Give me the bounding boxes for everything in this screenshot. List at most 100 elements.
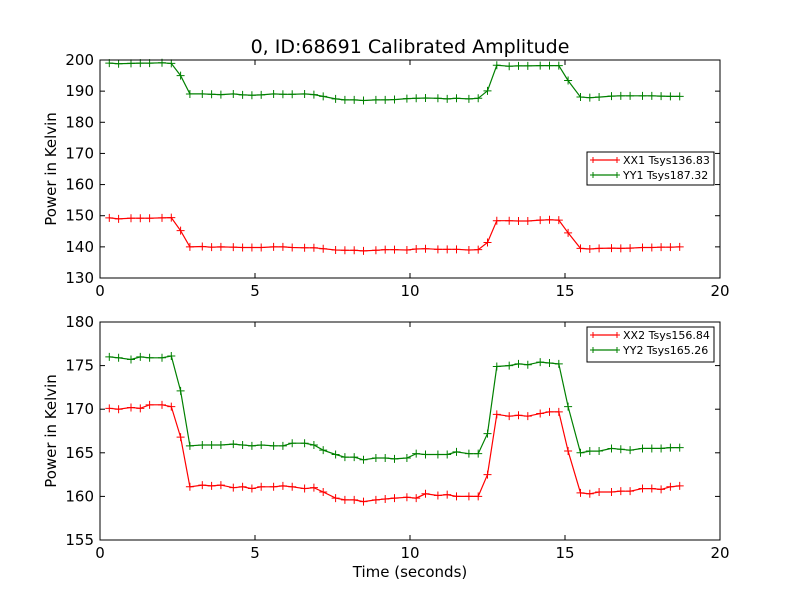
bottom-series-0-point	[309, 483, 318, 492]
top-xtick-label-3: 15	[555, 282, 574, 300]
top-plot-legend: XX1 Tsys136.83 YY1 Tsys187.32	[586, 151, 715, 186]
top-legend-label-1: YY1 Tsys187.32	[622, 169, 708, 182]
top-series-0-point	[554, 216, 563, 225]
top-series-0-point	[657, 243, 666, 252]
top-series-1-point	[257, 90, 266, 99]
bottom-series-0-point	[359, 497, 368, 506]
bottom-series-1-point	[675, 443, 684, 452]
bottom-series-1-point	[158, 353, 166, 362]
top-series-0-point	[675, 242, 684, 251]
top-series-1-point	[238, 90, 247, 99]
bottom-series-0-point	[278, 481, 287, 490]
bottom-plot-ylabel: Power in Kelvin	[42, 374, 60, 488]
top-series-0-point	[319, 244, 328, 253]
top-series-1-point	[657, 92, 666, 101]
bottom-series-1-point	[105, 352, 114, 361]
bottom-series-0-point	[492, 410, 501, 419]
bottom-series-0-point	[576, 488, 585, 497]
top-series-1-point	[443, 94, 452, 103]
bottom-series-1-point	[474, 449, 483, 458]
bottom-series-1-point	[638, 444, 647, 453]
top-series-1-point	[319, 92, 328, 101]
bottom-series-1-point	[412, 449, 421, 458]
bottom-series-0-point	[545, 407, 554, 416]
top-series-1-point	[666, 92, 675, 101]
top-plot-ticks: 0 5 10 15 20 130 140 150 160 170 180 190 200	[65, 51, 729, 300]
top-series-1-point	[564, 76, 573, 85]
top-series-0-point	[371, 246, 380, 255]
bottom-series-1-point	[114, 353, 123, 362]
top-plot-title: 0, ID:68691 Calibrated Amplitude	[251, 36, 570, 58]
top-series-1-point	[616, 91, 625, 100]
top-series-1-point	[216, 90, 225, 99]
top-series-1-point	[207, 90, 216, 99]
bottom-series-0-point	[198, 481, 207, 490]
bottom-series-0-point	[127, 403, 135, 412]
top-series-1-point	[176, 71, 185, 80]
bottom-series-0-point	[216, 481, 225, 490]
bottom-series-1-point	[492, 362, 501, 371]
bottom-series-0-point	[145, 400, 154, 409]
bottom-series-1-point	[371, 454, 380, 463]
bottom-series-1-point	[452, 447, 461, 456]
bottom-series-1-point	[390, 454, 399, 463]
top-series-0-point	[505, 216, 514, 225]
bottom-xtick-label-3: 15	[555, 544, 574, 562]
bottom-series-1-point	[278, 441, 287, 450]
top-series-0-point	[412, 245, 421, 254]
bottom-series-0-point	[381, 495, 390, 504]
bottom-plot: 0 5 10 15 20 155 160 165 170 175 180 Power in Kelv…	[42, 313, 730, 581]
top-series-1-point	[402, 94, 411, 103]
top-series-0-point	[257, 243, 266, 252]
bottom-xtick-label-1: 5	[250, 544, 260, 562]
bottom-series-1-point	[257, 440, 266, 449]
top-series-1-point	[607, 92, 616, 101]
top-plot: 0, ID:68691 Calibrated Amplitude 0 5 10 15 2…	[42, 36, 730, 300]
bottom-series-0-point	[607, 488, 616, 497]
top-series-1-point	[474, 94, 483, 103]
bottom-series-1-point	[198, 440, 207, 449]
bottom-series-1-point	[443, 450, 452, 459]
bottom-ytick-label-3: 170	[65, 400, 94, 418]
top-series-1-point	[412, 94, 421, 103]
bottom-series-1-point	[145, 353, 154, 362]
top-ytick-label-3: 160	[65, 176, 94, 194]
top-series-1-point	[185, 89, 194, 98]
top-series-0-point	[616, 244, 625, 253]
bottom-series-1-point	[505, 361, 514, 370]
top-series-1-point	[523, 61, 532, 70]
bottom-series-0-point	[443, 490, 452, 499]
top-series-1-point	[269, 89, 278, 98]
bottom-series-1-point	[576, 448, 585, 457]
top-series-0-point	[114, 214, 123, 223]
bottom-series-0-point	[229, 483, 238, 492]
top-series-1-point	[421, 93, 430, 102]
bottom-series-1-point	[350, 453, 359, 462]
top-ytick-label-6: 190	[65, 82, 94, 100]
top-xtick-label-1: 5	[250, 282, 260, 300]
bottom-series-1-point	[300, 439, 309, 448]
bottom-series-1-point	[176, 386, 185, 395]
bottom-ytick-label-4: 175	[65, 357, 94, 375]
bottom-series-1-point	[523, 360, 532, 369]
top-series-0-point	[523, 217, 532, 226]
bottom-series-1-point	[127, 355, 135, 364]
top-series-1-point	[536, 61, 545, 70]
top-series-0-point	[421, 244, 430, 253]
bottom-plot-legend: XX2 Tsys156.84 YY2 Tsys165.26	[586, 326, 715, 363]
bottom-series-0-point	[585, 489, 594, 498]
top-series-0-point	[127, 214, 135, 223]
bottom-series-1-point	[136, 352, 145, 361]
bottom-series-0-point	[207, 481, 216, 490]
top-series-0-point	[229, 243, 238, 252]
bottom-series-1-point	[402, 454, 411, 463]
bottom-legend-box	[586, 326, 715, 363]
bottom-series-0-point	[464, 492, 473, 501]
bottom-series-0-point	[666, 482, 675, 491]
top-series-1-point	[340, 95, 349, 104]
bottom-series-1-point	[229, 440, 238, 449]
bottom-series-1-point	[216, 440, 225, 449]
top-series-1-point	[433, 94, 442, 103]
bottom-ytick-label-1: 160	[65, 487, 94, 505]
top-series-0-point	[136, 214, 145, 223]
